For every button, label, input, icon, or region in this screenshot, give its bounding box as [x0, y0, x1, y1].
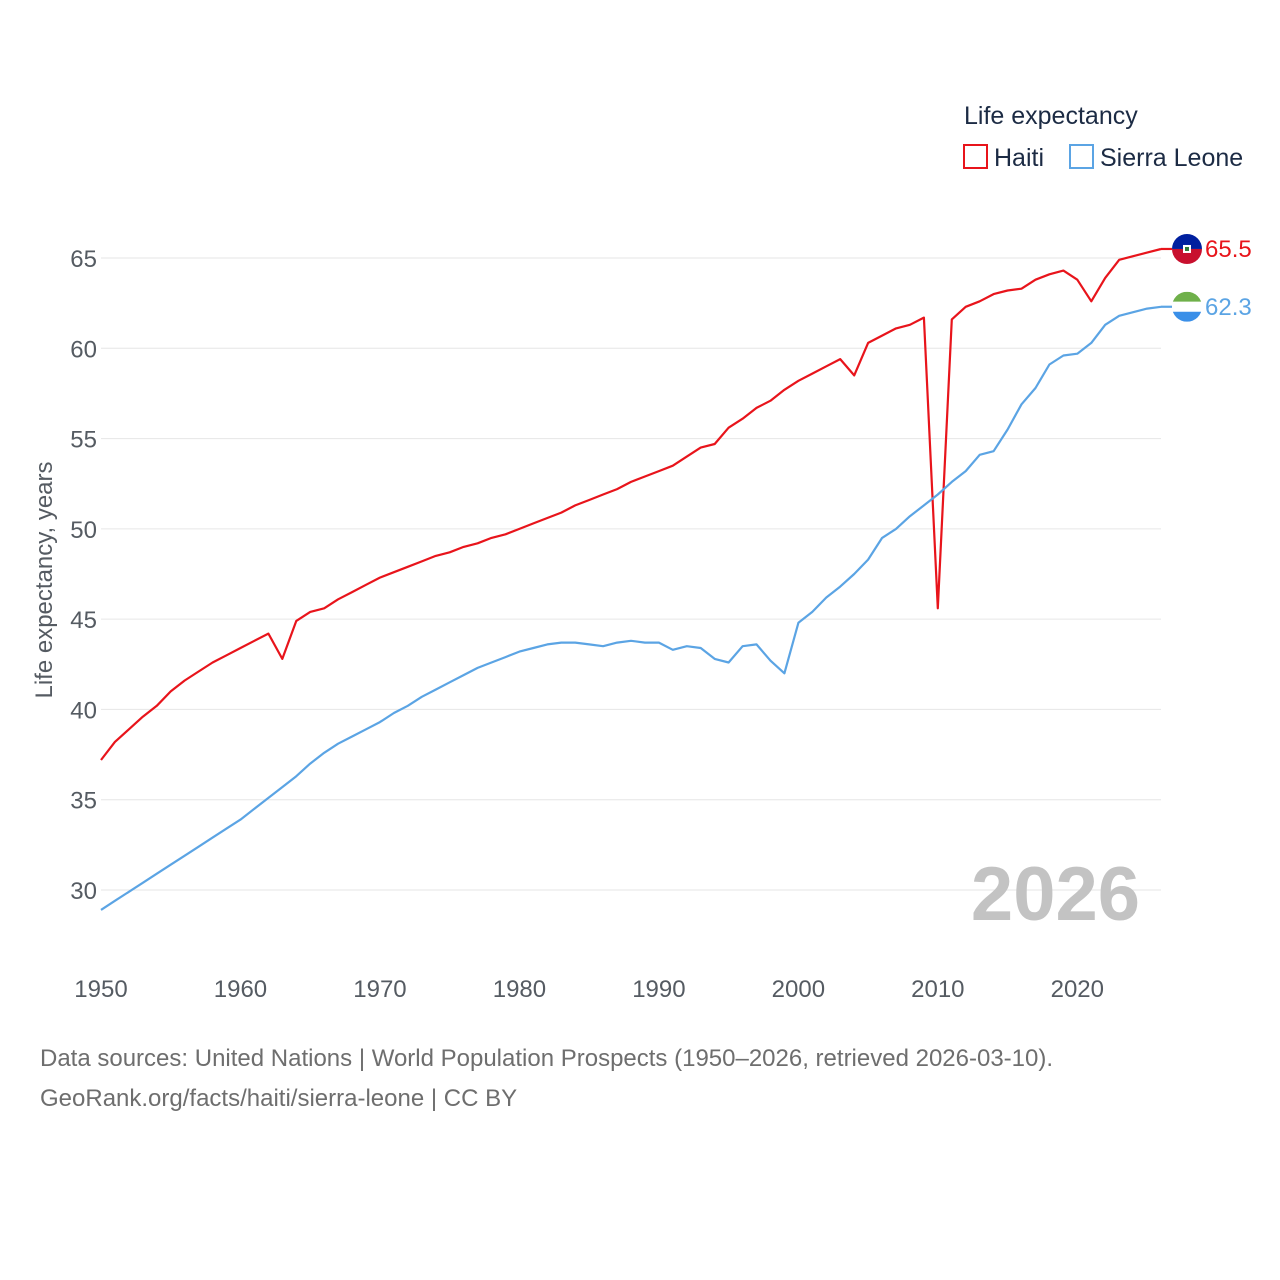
series-line-haiti — [100, 247, 1162, 761]
grid-lines — [101, 257, 1161, 891]
life-expectancy-chart: 30 35 40 45 50 55 60 65 1950 1960 1970 1980 1990 200… — [31, 102, 1252, 1003]
x-tick-label-1990: 1990 — [632, 976, 685, 1003]
x-tick-label-1980: 1980 — [493, 976, 546, 1003]
x-tick-label-1960: 1960 — [214, 976, 267, 1003]
x-tick-label-2000: 2000 — [772, 976, 825, 1003]
y-axis-ticks: 30 35 40 45 50 55 60 65 — [70, 246, 97, 905]
footer-link: GeoRank.org/facts/haiti/sierra-leone | C… — [40, 1085, 518, 1112]
y-tick-label-40: 40 — [70, 697, 97, 724]
y-axis-title: Life expectancy, years — [31, 461, 58, 698]
x-tick-label-1950: 1950 — [74, 976, 127, 1003]
x-tick-label-2010: 2010 — [911, 976, 964, 1003]
sierra-leone-flag-icon — [1172, 291, 1202, 322]
x-axis-ticks: 1950 1960 1970 1980 1990 2000 2010 2020 — [74, 976, 1104, 1003]
series-line-sierra-leone — [100, 305, 1162, 911]
y-tick-label-45: 45 — [70, 607, 97, 634]
footer-source: Data sources: United Nations | World Pop… — [40, 1045, 1054, 1072]
end-value-label-haiti: 65.5 — [1205, 236, 1252, 263]
legend-label-haiti: Haiti — [994, 144, 1044, 172]
y-tick-label-60: 60 — [70, 336, 97, 363]
y-tick-label-30: 30 — [70, 878, 97, 905]
legend-swatch-haiti — [963, 144, 988, 169]
y-tick-label-55: 55 — [70, 427, 97, 454]
series-lines — [100, 247, 1162, 911]
legend-title: Life expectancy — [964, 102, 1138, 130]
y-tick-label-35: 35 — [70, 788, 97, 815]
legend-swatch-sierra-leone — [1069, 144, 1094, 169]
legend: Life expectancy Haiti Sierra Leone — [963, 102, 1243, 172]
x-tick-label-2020: 2020 — [1051, 976, 1104, 1003]
y-tick-label-50: 50 — [70, 517, 97, 544]
legend-label-sierra-leone: Sierra Leone — [1100, 144, 1243, 172]
end-markers: 65.5 62.3 — [1161, 233, 1252, 322]
y-tick-label-65: 65 — [70, 246, 97, 273]
end-value-label-sierra-leone: 62.3 — [1205, 294, 1252, 321]
haiti-flag-icon — [1172, 233, 1202, 264]
x-tick-label-1970: 1970 — [353, 976, 406, 1003]
year-label: 2026 — [971, 852, 1140, 937]
